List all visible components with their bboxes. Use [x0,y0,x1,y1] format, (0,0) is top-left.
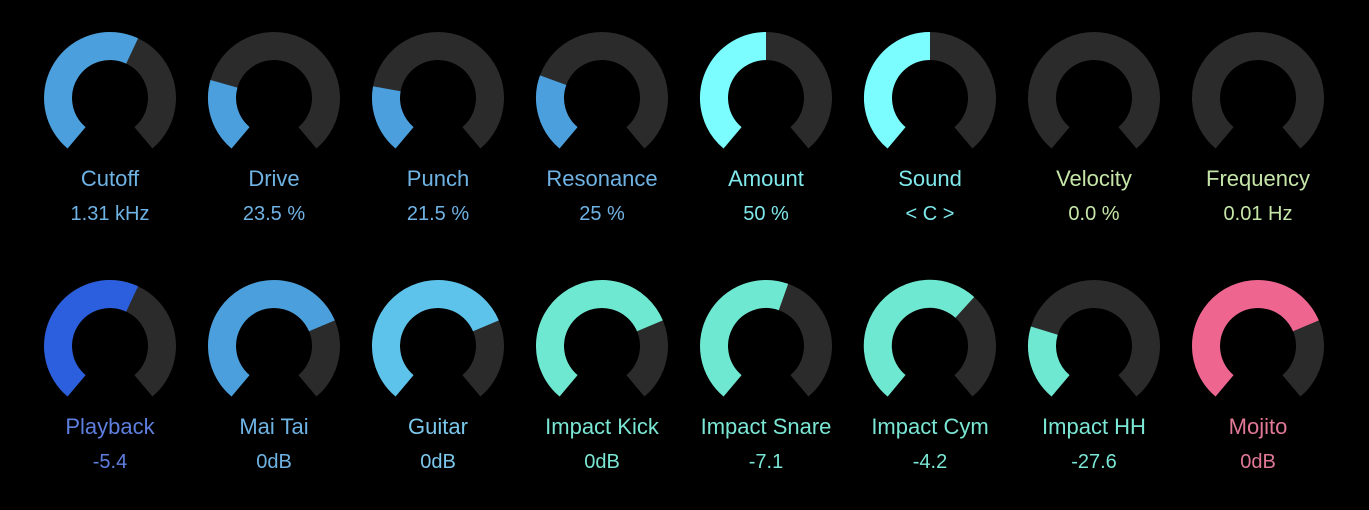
knob-frequency[interactable]: Frequency 0.01 Hz [1176,32,1340,262]
knob-label: Impact Kick [545,414,659,439]
knob-impact-cym[interactable]: Impact Cym -4.2 [848,279,1012,510]
knob-value-readout: -5.4 [92,451,128,473]
knob-impact-snare[interactable]: Impact Snare -7.1 [684,280,848,510]
knob-dial[interactable] [1192,280,1324,412]
knob-dial[interactable] [208,280,340,412]
knob-value-arc [536,75,579,149]
knob-label: Cutoff [80,166,140,191]
knob-value-arc [864,32,931,149]
knob-guitar[interactable]: Guitar 0dB [356,280,520,510]
knob-label: Drive [248,166,300,191]
knob-dial[interactable] [208,32,340,164]
knob-label: Mojito [1228,414,1288,439]
knob-dial[interactable] [536,280,668,412]
knob-dial[interactable] [1192,32,1324,164]
knob-label: Mai Tai [239,414,309,439]
knob-label: Velocity [1056,166,1132,191]
knob-label: Impact HH [1042,414,1146,439]
knob-dial[interactable] [372,32,504,164]
knob-value-readout: 0dB [1240,451,1276,473]
knob-mojito[interactable]: Mojito 0dB [1176,280,1340,510]
knob-value-readout: 0dB [256,451,292,473]
knob-dial[interactable] [864,32,996,164]
knob-label: Impact Cym [871,414,989,439]
knob-dial[interactable] [863,279,996,412]
knob-dial[interactable] [372,280,504,412]
knob-value-readout: 50 % [743,203,789,225]
knob-punch[interactable]: Punch 21.5 % [356,32,520,262]
knob-resonance[interactable]: Resonance 25 % [520,32,684,262]
knob-label: Playback [65,414,155,439]
knob-value-arc [44,32,139,149]
knob-impact-kick[interactable]: Impact Kick 0dB [520,280,684,510]
knob-value-readout: 0.01 Hz [1223,203,1293,225]
knob-track [1028,32,1160,149]
knob-label: Punch [406,166,470,191]
knob-value-arc [863,279,975,397]
knob-value-arc [700,32,767,149]
knob-sound[interactable]: Sound < C > [848,32,1012,262]
knob-value-arc [372,86,415,149]
knob-value-readout: 0.0 % [1068,203,1120,225]
knob-value-arc [208,80,251,149]
knob-value-readout: 0dB [420,451,456,473]
knob-amount[interactable]: Amount 50 % [684,32,848,262]
knob-cutoff[interactable]: Cutoff 1.31 kHz [28,32,192,262]
knob-value-readout: -4.2 [912,451,948,473]
knob-value-readout: -7.1 [748,451,784,473]
knob-dial[interactable] [44,280,176,412]
knob-label: Resonance [546,166,658,191]
knob-label: Amount [728,166,804,191]
knob-label: Sound [898,166,962,191]
knob-value-readout: -27.6 [1071,451,1117,473]
knob-dial[interactable] [700,32,832,164]
knob-value-readout: 23.5 % [242,203,306,225]
knob-track [1192,32,1324,149]
knob-impact-hh[interactable]: Impact HH -27.6 [1012,280,1176,510]
knob-value-arc [536,280,663,397]
knob-value-arc [700,280,789,397]
knob-value-arc [208,280,335,397]
knob-value-readout: 0dB [584,451,620,473]
knob-dial[interactable] [1028,280,1160,412]
knob-label: Guitar [408,414,468,439]
knob-value-readout: 25 % [579,203,625,225]
knob-drive[interactable]: Drive 23.5 % [192,32,356,262]
knob-value-arc [1192,280,1319,397]
knob-velocity[interactable]: Velocity 0.0 % [1012,32,1176,262]
knob-value-readout: 1.31 kHz [70,203,150,225]
knob-dial[interactable] [700,280,832,412]
knob-dial[interactable] [1028,32,1160,164]
knob-label: Frequency [1206,166,1310,191]
knob-dial[interactable] [44,32,176,164]
knob-playback[interactable]: Playback -5.4 [28,280,192,510]
knob-dial[interactable] [536,32,668,164]
knob-mai-tai[interactable]: Mai Tai 0dB [192,280,356,510]
knob-value-arc [44,280,139,397]
knob-label: Impact Snare [700,414,832,439]
knob-value-arc [1028,326,1071,397]
knob-value-readout: 21.5 % [406,203,470,225]
knob-value-readout: < C > [905,203,955,225]
knob-value-arc [372,280,499,397]
